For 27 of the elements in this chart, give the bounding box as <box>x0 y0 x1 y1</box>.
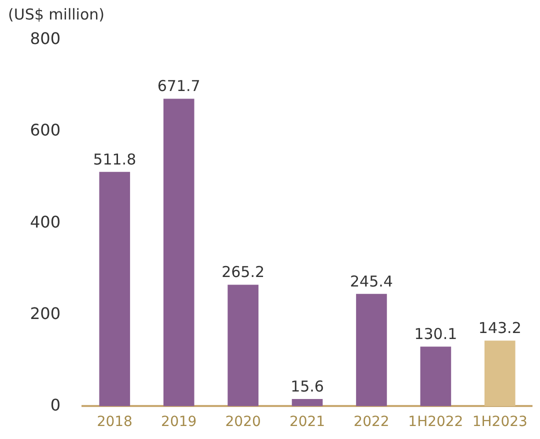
x-tick-label: 1H2022 <box>408 414 464 430</box>
bar <box>292 399 323 406</box>
data-label: 265.2 <box>222 263 265 282</box>
x-tick-label: 2022 <box>354 414 390 430</box>
data-label: 15.6 <box>290 377 324 396</box>
x-tick-label: 2021 <box>289 414 326 430</box>
y-tick-label: 800 <box>30 29 61 48</box>
bar <box>484 340 516 406</box>
x-tick-label: 2020 <box>225 414 261 430</box>
bar <box>356 294 387 406</box>
data-label: 143.2 <box>478 319 522 338</box>
y-tick-label: 200 <box>30 304 61 323</box>
data-label: 245.4 <box>350 272 393 290</box>
y-tick-label: 600 <box>30 120 61 140</box>
y-tick-label: 400 <box>30 212 61 232</box>
y-axis-title: (US$ million) <box>8 5 104 24</box>
bar <box>99 172 130 406</box>
y-tick-label: 0 <box>50 395 61 414</box>
x-tick-label: 2018 <box>96 414 132 430</box>
x-tick-label: 1H2023 <box>472 414 528 430</box>
data-label: 511.8 <box>93 150 136 168</box>
bar <box>163 98 194 406</box>
data-label: 130.1 <box>414 325 458 344</box>
data-label: 671.7 <box>157 77 200 96</box>
x-tick-label: 2019 <box>161 414 197 430</box>
bar <box>228 284 258 406</box>
bar <box>420 346 452 406</box>
